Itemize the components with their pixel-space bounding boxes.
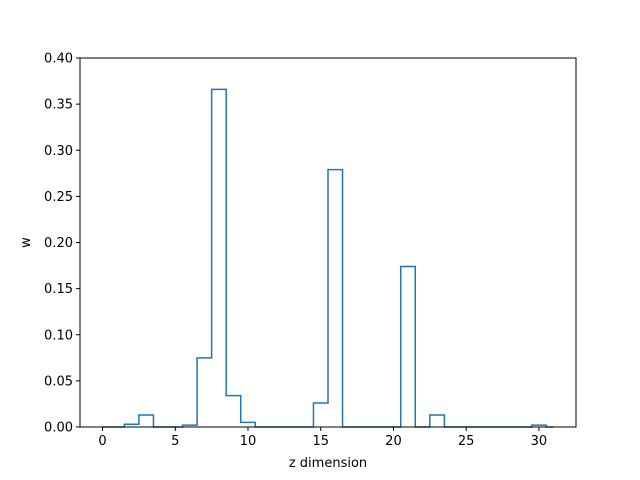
y-tick-label: 0.05 xyxy=(44,374,73,389)
y-tick-label: 0.10 xyxy=(44,328,73,343)
y-tick-label: 0.25 xyxy=(44,190,73,205)
y-axis-label: w xyxy=(19,237,34,248)
x-tick-label: 5 xyxy=(171,434,179,449)
y-tick-label: 0.00 xyxy=(44,421,73,436)
y-tick-label: 0.15 xyxy=(44,282,73,297)
y-tick-label: 0.20 xyxy=(44,236,73,251)
x-tick-label: 15 xyxy=(312,434,329,449)
x-tick-label: 10 xyxy=(240,434,257,449)
x-tick-label: 25 xyxy=(458,434,475,449)
y-tick-label: 0.30 xyxy=(44,144,73,159)
y-tick-label: 0.35 xyxy=(44,98,73,113)
x-tick-label: 0 xyxy=(98,434,106,449)
x-tick-label: 30 xyxy=(531,434,548,449)
x-axis: 0 5 10 15 20 25 30 xyxy=(98,427,547,449)
x-tick-label: 20 xyxy=(385,434,402,449)
y-axis: 0.00 0.05 0.10 0.15 0.20 0.25 0.30 0.35 0.40 xyxy=(44,52,80,436)
y-tick-label: 0.40 xyxy=(44,52,73,67)
x-axis-label: z dimension xyxy=(289,456,367,471)
